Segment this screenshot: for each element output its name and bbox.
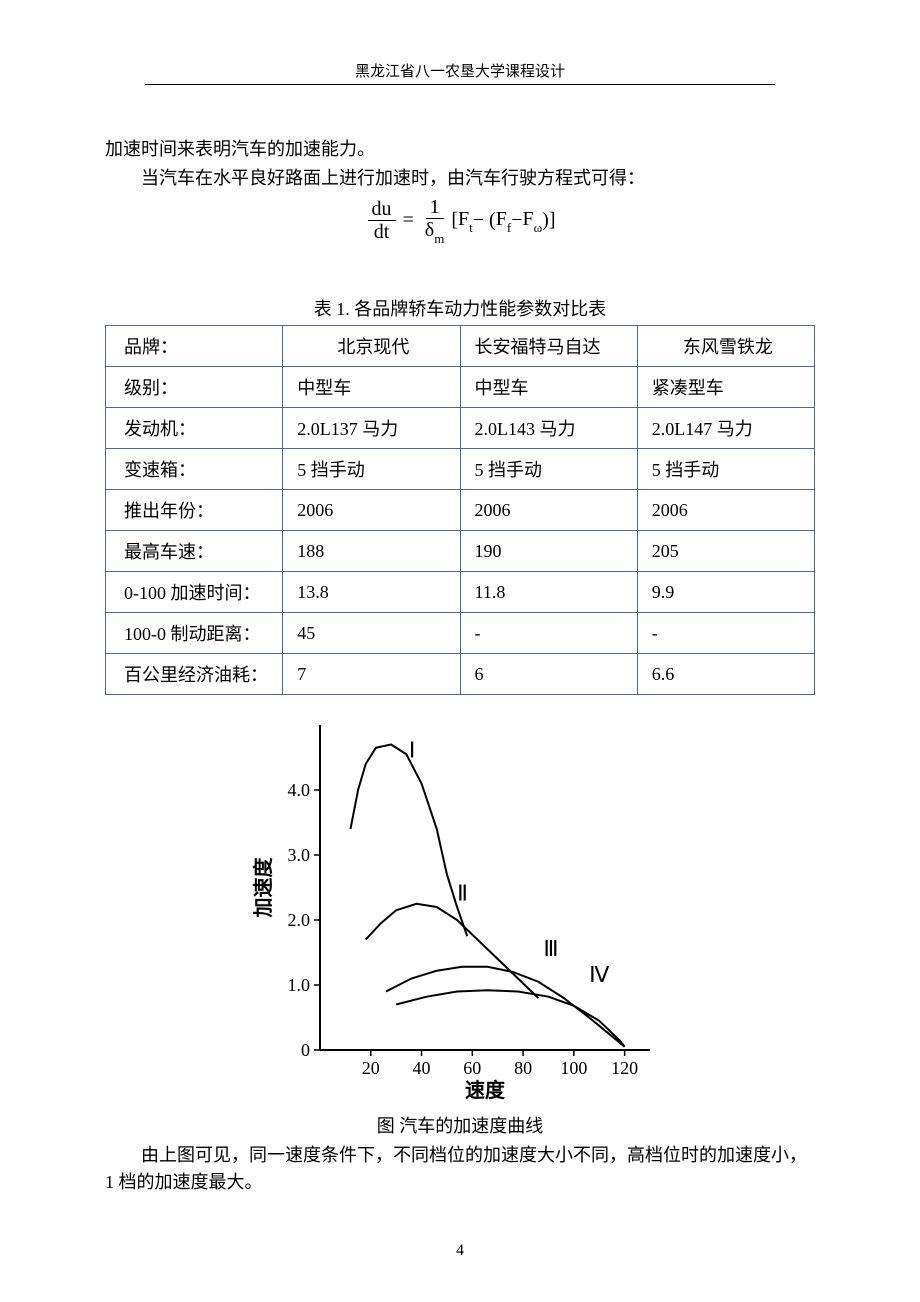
table-cell: 5 挡手动 xyxy=(637,449,814,490)
frac-num: du xyxy=(368,198,396,221)
term-Fw: Fω xyxy=(522,208,542,234)
svg-text:1.0: 1.0 xyxy=(288,975,311,995)
table-cell: 6.6 xyxy=(637,654,814,695)
table-cell: 5 挡手动 xyxy=(283,449,460,490)
table-row-label: 发动机： xyxy=(106,408,283,449)
table-cell: 188 xyxy=(283,531,460,572)
table-header-brand: 东风雪铁龙 xyxy=(637,326,814,367)
table-cell: 6 xyxy=(460,654,637,695)
svg-text:60: 60 xyxy=(463,1058,481,1078)
table-cell: 9.9 xyxy=(637,572,814,613)
svg-text:2.0: 2.0 xyxy=(288,910,311,930)
table-row-label: 最高车速： xyxy=(106,531,283,572)
acceleration-chart: 0 1.0 2.0 3.0 4.0 20 40 60 80 100 120 速度 加速度 Ⅰ Ⅱ Ⅲ Ⅳ xyxy=(105,715,815,1110)
chart-svg: 0 1.0 2.0 3.0 4.0 20 40 60 80 100 120 速度 加速度 Ⅰ Ⅱ Ⅲ Ⅳ xyxy=(250,715,670,1105)
svg-text:4.0: 4.0 xyxy=(288,780,311,800)
equation-block: du dt = 1 δm [ Ft − ( Ff − Fω )] xyxy=(105,196,815,245)
frac-den: dt xyxy=(370,221,394,244)
table-cell: - xyxy=(460,613,637,654)
table-row: 百公里经济油耗：766.6 xyxy=(106,654,815,695)
table-row-label: 推出年份： xyxy=(106,490,283,531)
table-cell: - xyxy=(637,613,814,654)
table-cell: 2.0L147 马力 xyxy=(637,408,814,449)
table-row-label: 0-100 加速时间： xyxy=(106,572,283,613)
fraction-lhs: du dt xyxy=(368,198,396,244)
svg-text:0: 0 xyxy=(301,1040,310,1060)
table-cell: 13.8 xyxy=(283,572,460,613)
table-row-label: 级别： xyxy=(106,367,283,408)
table-header-brand: 北京现代 xyxy=(283,326,460,367)
table-row-label: 百公里经济油耗： xyxy=(106,654,283,695)
table-cell: 7 xyxy=(283,654,460,695)
table-header-label: 品牌： xyxy=(106,326,283,367)
svg-text:20: 20 xyxy=(362,1058,380,1078)
svg-text:Ⅰ: Ⅰ xyxy=(409,738,416,763)
term-Ft: Ft xyxy=(458,208,473,234)
table-header-brand: 长安福特马自达 xyxy=(460,326,637,367)
table-row: 发动机：2.0L137 马力2.0L143 马力2.0L147 马力 xyxy=(106,408,815,449)
comparison-table: 品牌：北京现代长安福特马自达东风雪铁龙级别：中型车中型车紧凑型车发动机：2.0L… xyxy=(105,325,815,695)
table-cell: 11.8 xyxy=(460,572,637,613)
bracket-close: )] xyxy=(542,209,555,232)
table-cell: 中型车 xyxy=(460,367,637,408)
svg-text:Ⅲ: Ⅲ xyxy=(543,936,558,961)
svg-text:Ⅳ: Ⅳ xyxy=(589,962,610,987)
table-cell: 中型车 xyxy=(283,367,460,408)
equals-sign: = xyxy=(403,209,414,232)
term-Ff: Ff xyxy=(496,208,511,234)
paragraph-equation-intro: 当汽车在水平良好路面上进行加速时，由汽车行驶方程式可得： xyxy=(105,164,815,190)
table-cell: 2006 xyxy=(460,490,637,531)
table-cell: 5 挡手动 xyxy=(460,449,637,490)
paragraph-conclusion: 由上图可见，同一速度条件下，不同档位的加速度大小不同，高档位时的加速度小，1 档… xyxy=(105,1142,815,1196)
bracket-open: [ xyxy=(451,209,458,232)
table-caption: 表 1. 各品牌轿车动力性能参数对比表 xyxy=(105,295,815,321)
table-cell: 190 xyxy=(460,531,637,572)
table-cell: 2006 xyxy=(637,490,814,531)
svg-text:加速度: 加速度 xyxy=(251,857,275,919)
table-row: 0-100 加速时间：13.811.89.9 xyxy=(106,572,815,613)
minus: − xyxy=(511,209,522,232)
table-row-label: 100-0 制动距离： xyxy=(106,613,283,654)
table-row: 最高车速：188190205 xyxy=(106,531,815,572)
table-cell: 2.0L137 马力 xyxy=(283,408,460,449)
svg-text:3.0: 3.0 xyxy=(288,845,311,865)
chart-caption: 图 汽车的加速度曲线 xyxy=(105,1112,815,1138)
table-cell: 2.0L143 马力 xyxy=(460,408,637,449)
table-row: 推出年份：200620062006 xyxy=(106,490,815,531)
svg-text:80: 80 xyxy=(514,1058,532,1078)
page-number: 4 xyxy=(0,1242,920,1260)
table-cell: 45 xyxy=(283,613,460,654)
table-row: 100-0 制动距离：45-- xyxy=(106,613,815,654)
frac-num: 1 xyxy=(426,196,444,219)
svg-text:速度: 速度 xyxy=(465,1078,506,1102)
table-row: 级别：中型车中型车紧凑型车 xyxy=(106,367,815,408)
fraction-rhs: 1 δm xyxy=(421,196,449,245)
table-cell: 2006 xyxy=(283,490,460,531)
paragraph-accel-intro: 加速时间来表明汽车的加速能力。 xyxy=(105,135,815,161)
svg-text:120: 120 xyxy=(611,1058,638,1078)
minus-open-paren: − ( xyxy=(473,209,496,232)
svg-text:40: 40 xyxy=(413,1058,431,1078)
svg-text:Ⅱ: Ⅱ xyxy=(457,881,468,906)
page-header: 黑龙江省八一农垦大学课程设计 xyxy=(145,60,775,85)
table-cell: 紧凑型车 xyxy=(637,367,814,408)
table-cell: 205 xyxy=(637,531,814,572)
frac-den: δm xyxy=(421,219,449,245)
table-row-label: 变速箱： xyxy=(106,449,283,490)
svg-text:100: 100 xyxy=(560,1058,587,1078)
table-row: 变速箱：5 挡手动5 挡手动5 挡手动 xyxy=(106,449,815,490)
